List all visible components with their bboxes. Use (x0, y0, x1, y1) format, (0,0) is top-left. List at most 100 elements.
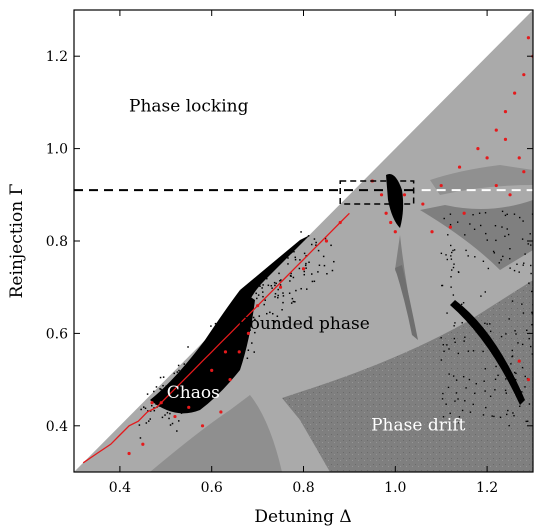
chaos-speck (518, 271, 520, 273)
chaos-speck (461, 303, 463, 306)
chaos-speck (474, 392, 476, 395)
red-point (494, 128, 498, 132)
red-point (379, 193, 384, 197)
chaos-speck (190, 394, 193, 396)
chaos-speck (478, 212, 481, 214)
chaos-speck (467, 255, 469, 257)
chaos-speck (180, 392, 183, 394)
chaos-speck (180, 412, 183, 414)
chaos-speck (494, 389, 496, 391)
chaos-speck (266, 277, 268, 280)
chaos-speck (484, 390, 486, 392)
chaos-speck (187, 346, 189, 348)
chaos-speck (489, 323, 491, 325)
x-tick-label: 0.8 (292, 480, 314, 496)
chaos-speck (440, 337, 442, 339)
red-point (393, 230, 397, 234)
chaos-speck (485, 406, 487, 409)
chaos-speck (307, 235, 310, 237)
chaos-speck (311, 280, 314, 283)
chaos-speck (219, 337, 222, 339)
chaos-speck (455, 392, 458, 394)
chaos-speck (502, 255, 504, 258)
chaos-speck (162, 376, 165, 378)
chaos-speck (509, 247, 511, 250)
chaos-speck (249, 299, 251, 302)
chaos-speck (522, 312, 525, 314)
chaos-speck (531, 313, 533, 315)
chaos-speck (169, 412, 171, 415)
chaos-speck (304, 264, 307, 267)
chaos-speck (274, 292, 277, 295)
chaos-speck (510, 363, 512, 365)
chaos-speck (282, 292, 284, 294)
chaos-speck (480, 295, 482, 297)
chaos-speck (275, 282, 277, 285)
chaos-speck (495, 239, 497, 242)
chaos-speck (224, 333, 226, 336)
chaos-speck (447, 386, 450, 389)
chaos-speck (245, 311, 248, 314)
chaos-speck (482, 260, 485, 262)
chaos-speck (184, 401, 187, 404)
chaos-speck (140, 408, 142, 411)
chaos-speck (185, 404, 187, 406)
red-point (522, 73, 526, 77)
chaos-speck (207, 371, 210, 374)
chaos-speck (450, 255, 452, 257)
chaos-speck (506, 413, 508, 416)
chaos-speck (303, 252, 306, 255)
chaos-speck (238, 309, 240, 311)
chaos-speck (469, 223, 471, 225)
chaos-speck (514, 330, 516, 332)
x-tick-label: 0.6 (201, 480, 223, 496)
chaos-speck (277, 288, 279, 291)
chaos-speck (233, 337, 236, 339)
chaos-speck (531, 311, 533, 314)
chaos-speck (233, 345, 235, 347)
x-axis-title: Detuning Δ (254, 507, 351, 527)
phase-drift-finger-4 (395, 265, 418, 340)
chaos-speck (214, 322, 217, 325)
chaos-speck (168, 417, 170, 420)
chaos-speck (211, 361, 213, 363)
chaos-speck (528, 403, 531, 405)
chaos-speck (153, 390, 155, 393)
chaos-speck (160, 388, 162, 391)
chaos-speck (513, 213, 516, 215)
chaos-speck (501, 210, 504, 213)
chaos-speck (208, 355, 210, 358)
chaos-speck (333, 260, 335, 263)
chaos-speck (236, 351, 239, 354)
chaos-speck (250, 321, 252, 323)
chaos-speck (280, 279, 282, 281)
chaos-speck (452, 249, 454, 252)
chaos-speck (521, 391, 523, 393)
chaos-speck (142, 406, 145, 408)
chaos-speck (465, 387, 467, 389)
chaos-speck (246, 297, 248, 300)
chaos-speck (160, 398, 162, 401)
chaos-speck (188, 377, 191, 380)
chaos-speck (227, 355, 229, 358)
red-point (200, 424, 205, 428)
chaos-speck (526, 329, 528, 331)
chaos-speck (528, 337, 530, 340)
chaos-speck (164, 414, 166, 416)
chaos-speck (162, 396, 165, 399)
chaos-speck (189, 378, 191, 381)
chaos-speck (199, 372, 201, 375)
chaos-speck (219, 352, 221, 354)
chaos-speck (281, 308, 283, 311)
chaos-speck (206, 365, 209, 368)
chaos-speck (482, 414, 485, 416)
chaos-speck (279, 284, 282, 286)
chaos-speck (183, 363, 186, 365)
chaos-speck (209, 365, 211, 368)
chaos-speck (277, 296, 279, 299)
chaos-speck (440, 359, 443, 361)
chaos-speck (445, 254, 447, 256)
chaos-speck (256, 297, 258, 300)
chaos-speck (282, 295, 285, 297)
